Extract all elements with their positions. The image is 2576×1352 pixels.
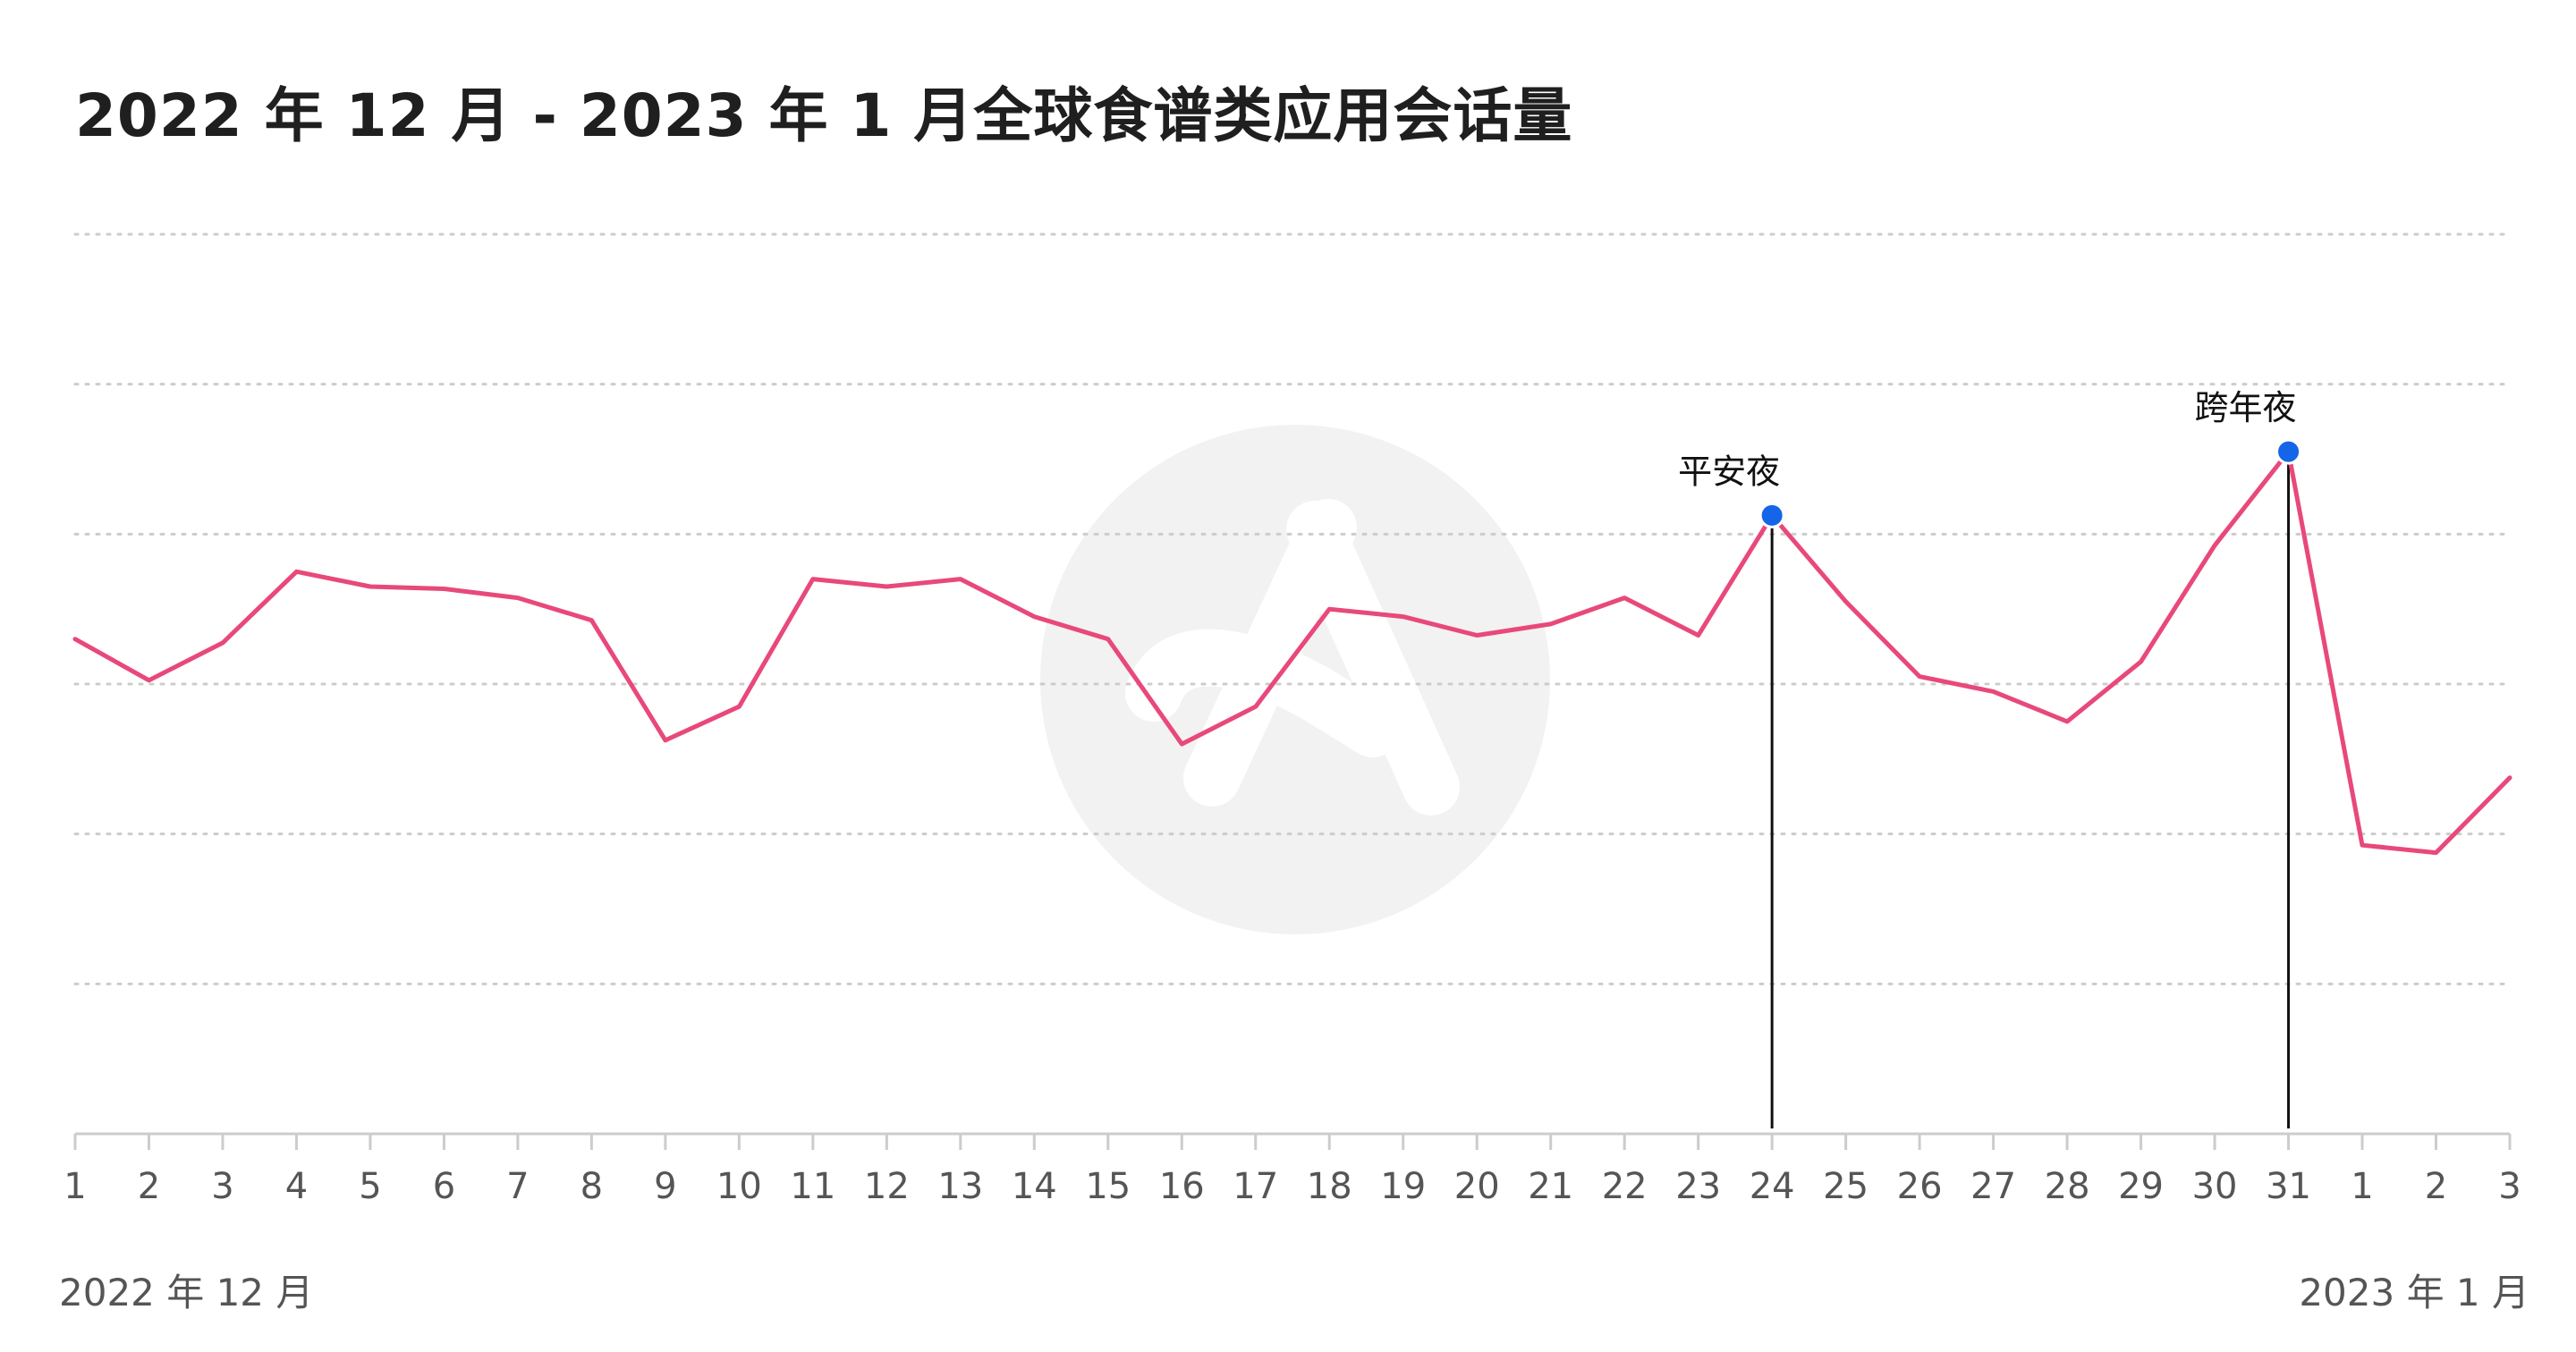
- series-layer: [72, 449, 2513, 857]
- data-point: [2063, 718, 2071, 725]
- data-point: [1990, 688, 1997, 695]
- x-tick-label: 14: [1012, 1166, 1057, 1207]
- x-tick-label: 1: [64, 1166, 86, 1207]
- data-point: [1621, 595, 1628, 602]
- x-tick-label: 19: [1380, 1166, 1426, 1207]
- period-label-start: 2022 年 12 月: [59, 1271, 314, 1314]
- data-point: [588, 617, 595, 624]
- annotation-label: 跨年夜: [2195, 388, 2297, 427]
- data-point: [1547, 621, 1555, 628]
- data-point: [957, 576, 964, 583]
- chart-title: 2022 年 12 月 - 2023 年 1 月全球食谱类应用会话量: [75, 81, 1573, 150]
- x-tick-label: 1: [2351, 1166, 2373, 1207]
- data-point: [2138, 658, 2145, 665]
- data-point: [1326, 605, 1333, 613]
- x-tick-label: 30: [2192, 1166, 2238, 1207]
- x-tick-label: 10: [716, 1166, 762, 1207]
- watermark-logo-icon: [1040, 425, 1550, 934]
- x-tick-label: 18: [1307, 1166, 1352, 1207]
- x-tick-label: 16: [1159, 1166, 1205, 1207]
- x-tick-label: 26: [1897, 1166, 1943, 1207]
- x-tick-label: 8: [580, 1166, 603, 1207]
- data-point: [1030, 613, 1038, 621]
- data-point: [2211, 542, 2218, 549]
- x-tick-label: 21: [1528, 1166, 1573, 1207]
- data-point: [1252, 703, 1259, 710]
- annotation-lines: [1770, 452, 2291, 1128]
- x-tick-label: 4: [285, 1166, 308, 1207]
- x-tick-label: 20: [1454, 1166, 1500, 1207]
- data-point: [2359, 841, 2366, 849]
- data-point: [1400, 613, 1407, 621]
- x-tick-label: 17: [1233, 1166, 1278, 1207]
- data-point: [1178, 740, 1185, 748]
- data-point: [662, 737, 669, 744]
- data-point: [809, 576, 817, 583]
- data-point: [883, 583, 890, 590]
- data-point: [735, 703, 742, 710]
- x-tick-label: 9: [654, 1166, 676, 1207]
- x-tick-label: 12: [864, 1166, 910, 1207]
- x-tick-label: 6: [433, 1166, 455, 1207]
- x-tick-label: 24: [1750, 1166, 1795, 1207]
- data-point: [514, 595, 521, 602]
- annotation-markers: 平安夜 跨年夜: [1678, 388, 2302, 528]
- data-point: [1105, 636, 1112, 643]
- x-tick-label: 7: [506, 1166, 529, 1207]
- x-tick-label: 2: [138, 1166, 160, 1207]
- x-tick-label: 28: [2045, 1166, 2090, 1207]
- x-tick-label: 5: [359, 1166, 381, 1207]
- data-point: [1843, 598, 1850, 605]
- annotation-marker: [1758, 502, 1785, 528]
- x-tick-label: 31: [2266, 1166, 2311, 1207]
- x-tick-label: 25: [1823, 1166, 1868, 1207]
- annotation-marker: [2275, 438, 2302, 465]
- x-tick-label: 15: [1085, 1166, 1131, 1207]
- data-point: [219, 639, 226, 646]
- data-point: [2433, 849, 2440, 857]
- data-point: [1473, 632, 1480, 639]
- data-point: [440, 586, 447, 593]
- period-label-end: 2023 年 1 月: [2299, 1271, 2529, 1314]
- data-point: [1695, 632, 1702, 639]
- x-tick-label: 13: [937, 1166, 983, 1207]
- data-point: [2506, 774, 2513, 782]
- data-point: [292, 568, 300, 575]
- series-line: [72, 449, 2512, 856]
- x-tick-label: 11: [790, 1166, 835, 1207]
- x-tick-label: 29: [2118, 1166, 2164, 1207]
- data-point: [367, 583, 374, 590]
- x-tick-label: 22: [1602, 1166, 1648, 1207]
- data-point: [145, 677, 152, 684]
- x-tick-label: 23: [1675, 1166, 1721, 1207]
- x-tick-label: 2: [2425, 1166, 2447, 1207]
- annotation-label: 平安夜: [1678, 452, 1780, 491]
- data-point: [72, 636, 79, 643]
- x-tick-label: 27: [1970, 1166, 2016, 1207]
- grid-lines: [73, 232, 2512, 985]
- x-tick-label: 3: [211, 1166, 233, 1207]
- x-axis: 1 2 3 4 5 6 7 8 9 10 11 12 13 14 15 16 17 18 19 20 21 22 23 24 2…: [64, 1132, 2521, 1207]
- data-point: [1916, 673, 1923, 680]
- x-tick-label: 3: [2498, 1166, 2521, 1207]
